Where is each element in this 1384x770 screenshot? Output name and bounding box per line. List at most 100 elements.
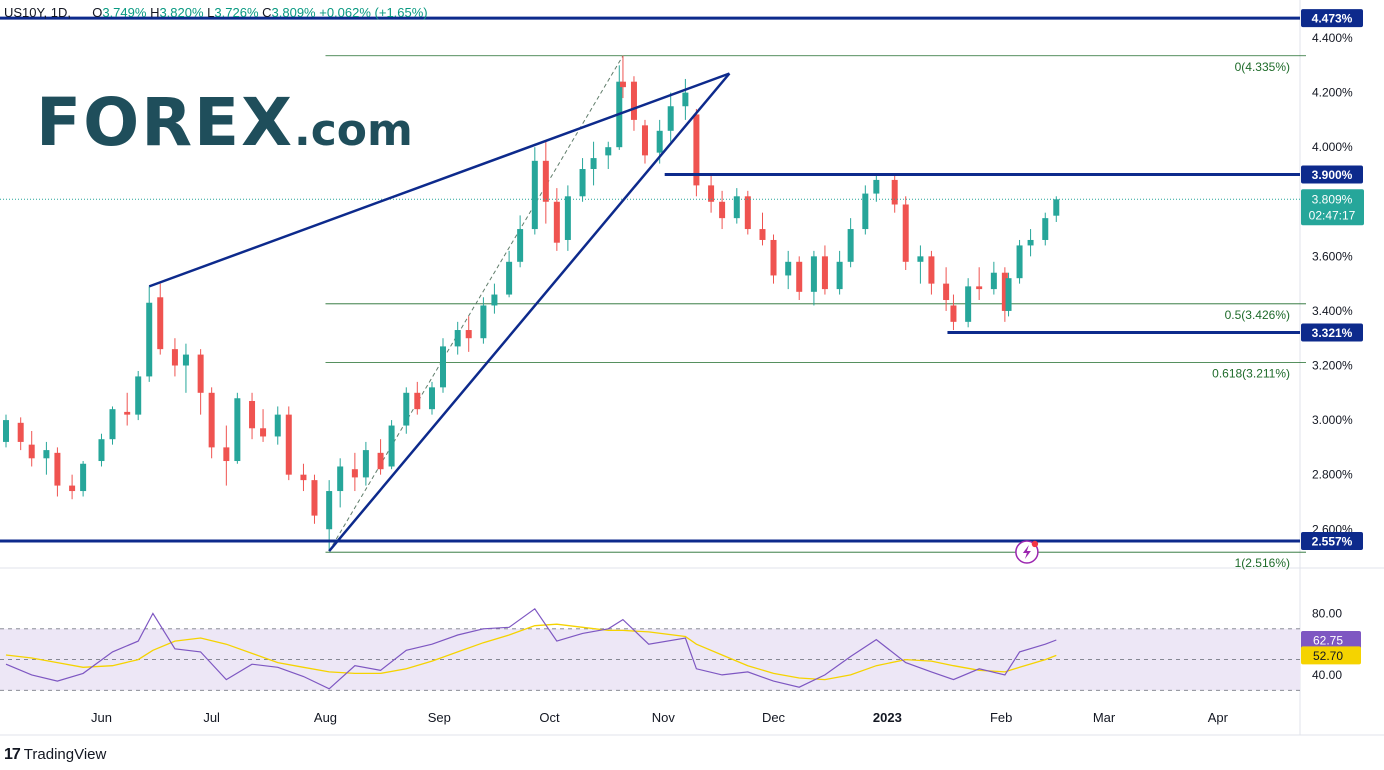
rsi-line[interactable] [5,607,1057,690]
candle-up[interactable] [810,256,817,292]
candle-up[interactable] [667,106,674,131]
time-axis: Jun Jul Aug Sep Oct Nov Dec 2023 Feb Mar Apr [91,710,1229,725]
candle-up[interactable] [146,302,153,377]
candle-up[interactable] [517,229,524,262]
candle-up[interactable] [733,196,740,219]
candle-down[interactable] [300,474,307,481]
candle-down[interactable] [260,428,267,437]
candle-down[interactable] [223,447,230,462]
candle-up[interactable] [1016,245,1023,279]
candle-down[interactable] [928,256,935,284]
candle-up[interactable] [1053,199,1060,216]
candle-up[interactable] [403,392,410,426]
level-price-tag-label: 3.900% [1312,168,1353,182]
tradingview-branding[interactable]: 17 TradingView [4,746,106,764]
candle-down[interactable] [17,422,24,442]
candle-down[interactable] [465,330,472,339]
candle-up[interactable] [326,491,333,530]
candle-up[interactable] [274,414,281,437]
x-tick-label: Apr [1208,710,1229,725]
candle-down[interactable] [902,204,909,262]
candle-up[interactable] [388,425,395,467]
candles [3,55,1060,552]
candle-down[interactable] [553,201,560,243]
candle-down[interactable] [124,411,131,415]
candle-down[interactable] [157,297,164,350]
candle-down[interactable] [950,305,957,322]
candle-down[interactable] [311,480,318,516]
candle-up[interactable] [531,160,538,230]
candle-up[interactable] [862,193,869,230]
candle-up[interactable] [98,439,105,462]
candle-up[interactable] [917,256,924,262]
symbol-label[interactable]: US10Y, 1D, [4,5,71,20]
candle-up[interactable] [965,286,972,322]
last-price-tag [1301,189,1364,226]
candle-down[interactable] [542,160,549,202]
candle-down[interactable] [1001,272,1008,311]
candle-down[interactable] [414,392,421,410]
candle-up[interactable] [234,398,241,462]
candle-down[interactable] [28,444,35,459]
candle-up[interactable] [873,179,880,194]
candle-up[interactable] [3,420,9,442]
candle-up[interactable] [785,261,792,276]
candle-down[interactable] [770,239,777,276]
level-price-tag-label: 3.321% [1312,326,1353,340]
candle-down[interactable] [976,286,983,290]
candle-down[interactable] [197,354,204,393]
trendline[interactable] [148,72,730,288]
rsi-tick-label: 80.00 [1312,606,1342,620]
candle-up[interactable] [506,261,513,295]
candle-up[interactable] [362,450,369,478]
candle-up[interactable] [682,92,689,107]
candle-down[interactable] [641,125,648,156]
candle-down[interactable] [69,485,76,492]
candle-down[interactable] [208,392,215,448]
candle-up[interactable] [847,229,854,262]
candle-down[interactable] [630,81,637,120]
candle-down[interactable] [891,179,898,205]
candle-up[interactable] [135,376,142,415]
candle-up[interactable] [590,158,597,170]
candle-down[interactable] [719,201,726,219]
candle-up[interactable] [337,466,344,492]
candle-up[interactable] [605,147,612,156]
change-value: +0.062% (+1.65%) [319,5,428,20]
trendline[interactable] [328,72,731,552]
candle-down[interactable] [821,256,828,290]
candle-down[interactable] [796,261,803,292]
candle-up[interactable] [43,450,50,459]
candle-up[interactable] [454,330,461,347]
candle-down[interactable] [759,229,766,240]
candle-up[interactable] [656,130,663,153]
candle-up[interactable] [428,387,435,410]
candle-down[interactable] [285,414,292,475]
candle-up[interactable] [440,346,447,388]
candle-down[interactable] [351,469,358,478]
candle-down[interactable] [619,81,626,88]
candle-down[interactable] [377,452,384,470]
open-value: 3.749% [102,5,147,20]
candle-up[interactable] [491,294,498,306]
candle-up[interactable] [80,463,87,492]
candle-down[interactable] [171,349,178,366]
candle-down[interactable] [744,196,751,230]
candle-up[interactable] [1027,239,1034,246]
candle-down[interactable] [708,185,715,202]
candle-down[interactable] [249,400,256,429]
candle-up[interactable] [1005,278,1012,311]
candle-up[interactable] [109,409,116,440]
candle-up[interactable] [836,261,843,290]
candle-down[interactable] [943,283,950,301]
candle-up[interactable] [480,305,487,339]
candle-up[interactable] [579,169,586,197]
candle-up[interactable] [1042,218,1049,240]
x-tick-label: 2023 [873,710,902,725]
candle-down[interactable] [693,114,700,186]
candle-up[interactable] [564,196,571,240]
candle-down[interactable] [54,452,61,486]
candle-up[interactable] [182,354,189,366]
candle-up[interactable] [990,272,997,290]
